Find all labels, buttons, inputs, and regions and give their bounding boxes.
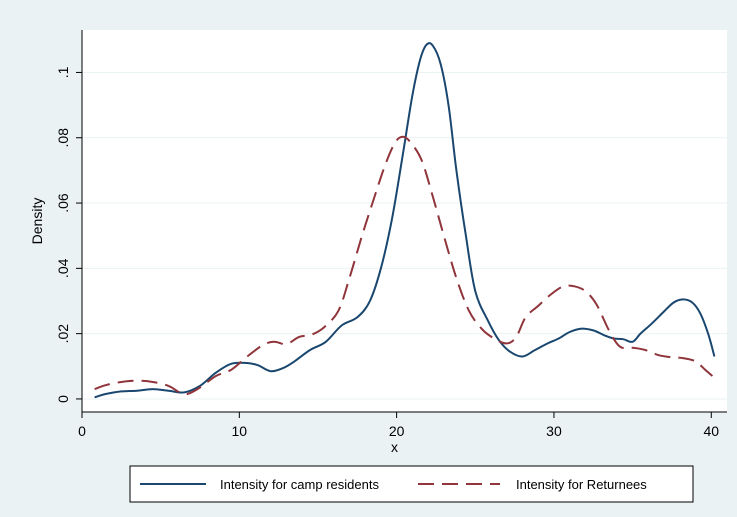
series-line-0 (94, 42, 716, 399)
x-tick-label: 40 (703, 423, 719, 439)
legend-label-0: Intensity for camp residents (220, 477, 379, 492)
y-tick-label: .1 (55, 66, 71, 78)
plot-area (82, 30, 727, 412)
y-tick-label: .02 (55, 324, 71, 344)
legend-box (129, 465, 694, 503)
y-tick-label: .08 (55, 128, 71, 148)
y-tick-label: .06 (55, 193, 71, 213)
x-axis-title: x (391, 439, 398, 455)
y-tick-label: 0 (55, 395, 71, 403)
x-tick-label: 20 (389, 423, 405, 439)
y-axis-title: Density (29, 198, 45, 245)
x-tick-label: 10 (232, 423, 248, 439)
x-tick-label: 30 (546, 423, 562, 439)
series-line-1 (94, 135, 716, 396)
y-tick-label: .04 (55, 258, 71, 278)
legend-label-1: Intensity for Returnees (516, 477, 647, 492)
x-tick-label: 0 (78, 423, 86, 439)
